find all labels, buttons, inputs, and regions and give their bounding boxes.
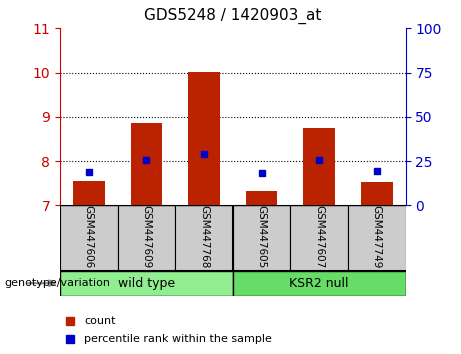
- Text: GSM447609: GSM447609: [142, 205, 151, 268]
- Text: percentile rank within the sample: percentile rank within the sample: [84, 334, 272, 344]
- Bar: [233, 205, 290, 271]
- Text: count: count: [84, 315, 116, 326]
- Text: GSM447749: GSM447749: [372, 205, 382, 268]
- Bar: [60, 205, 118, 271]
- Title: GDS5248 / 1420903_at: GDS5248 / 1420903_at: [144, 8, 321, 24]
- Text: GSM447607: GSM447607: [314, 205, 324, 268]
- Text: KSR2 null: KSR2 null: [290, 277, 349, 290]
- Bar: [188, 72, 220, 205]
- Bar: [361, 182, 393, 205]
- Bar: [290, 205, 348, 271]
- Bar: [175, 205, 233, 271]
- Bar: [60, 271, 233, 296]
- Text: genotype/variation: genotype/variation: [5, 278, 111, 288]
- Bar: [73, 181, 105, 205]
- Bar: [233, 271, 406, 296]
- Text: GSM447768: GSM447768: [199, 205, 209, 268]
- Bar: [246, 191, 278, 205]
- Bar: [348, 205, 406, 271]
- Text: GSM447605: GSM447605: [257, 205, 266, 268]
- Bar: [118, 205, 175, 271]
- Text: wild type: wild type: [118, 277, 175, 290]
- Bar: [303, 128, 335, 205]
- Bar: [130, 122, 162, 205]
- Text: GSM447606: GSM447606: [84, 205, 94, 268]
